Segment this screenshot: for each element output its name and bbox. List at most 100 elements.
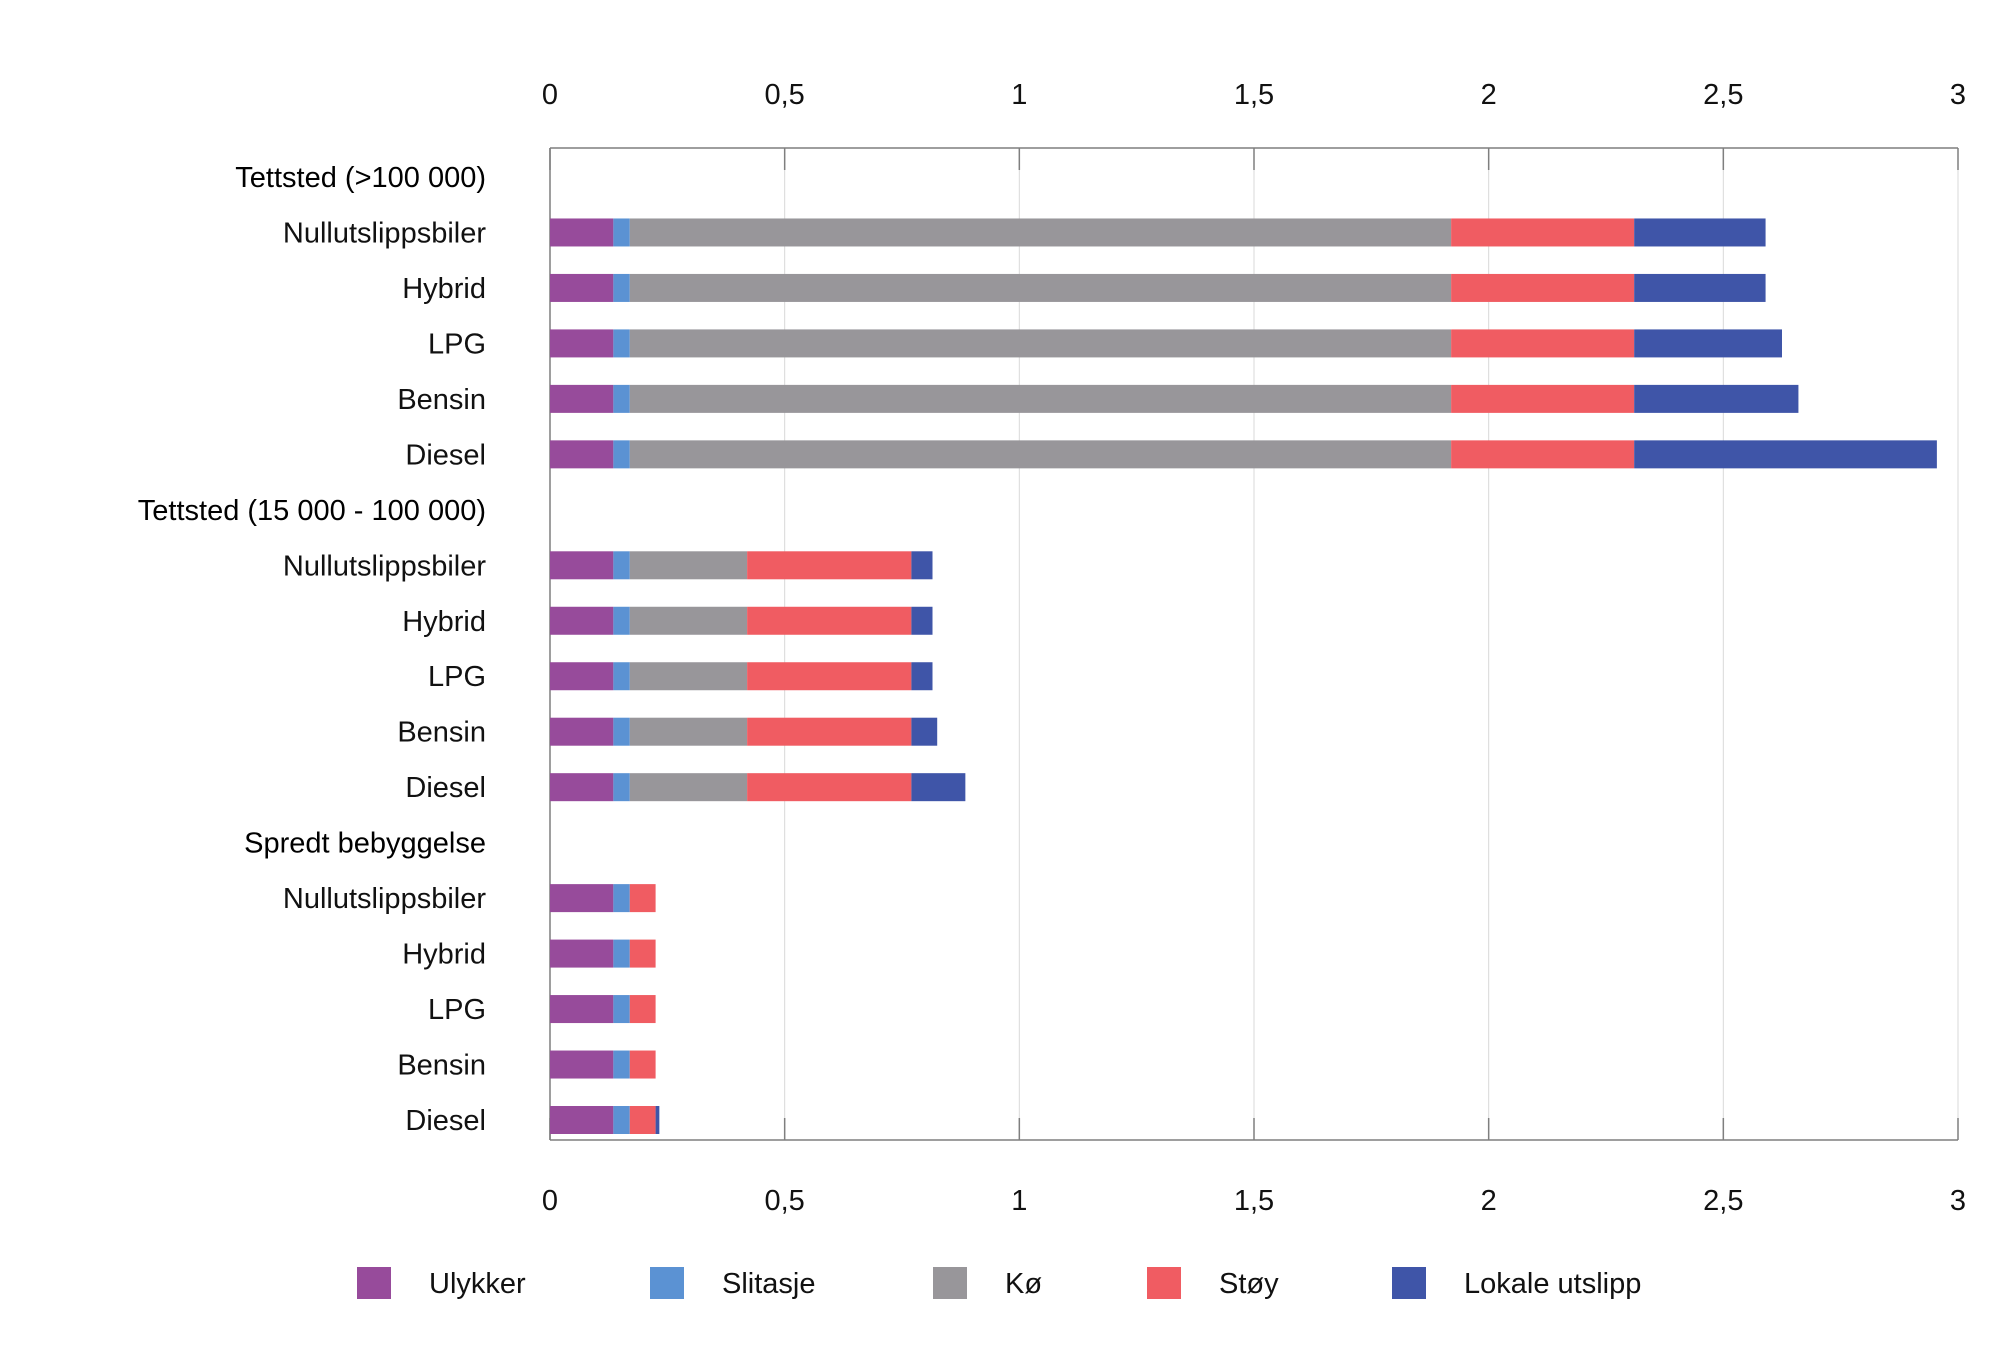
bar-segment-slitasje xyxy=(613,939,630,968)
bar-segment-ulykker xyxy=(550,662,614,691)
bar-segment-st-y xyxy=(1451,273,1635,302)
bar-segment-slitasje xyxy=(613,273,630,302)
bar-segment-st-y xyxy=(629,884,656,913)
x-tick-label-top: 1 xyxy=(1011,79,1027,111)
bar-segment-k- xyxy=(629,662,748,691)
grid-lines xyxy=(784,148,1959,1140)
legend-label: Lokale utslipp xyxy=(1464,1268,1641,1300)
x-axis-top: 0 0,5 1 1,5 2 2,5 3 xyxy=(542,79,1966,111)
x-tick-label-bottom: 3 xyxy=(1950,1185,1966,1217)
bar-segment-st-y xyxy=(1451,218,1635,247)
bar-segment-ulykker xyxy=(550,1106,614,1134)
group-label: Tettsted (15 000 - 100 000) xyxy=(138,495,486,527)
bar-segment-k- xyxy=(629,440,1452,469)
legend-swatch xyxy=(650,1267,684,1299)
category-label: LPG xyxy=(428,328,486,360)
bar-segment-lokale-utslipp xyxy=(1634,440,1937,469)
category-label: Nullutslippsbiler xyxy=(283,883,486,915)
bar-segment-st-y xyxy=(629,1050,656,1079)
bar-segment-ulykker xyxy=(550,329,614,358)
bar-segment-ulykker xyxy=(550,384,614,413)
bar-segment-ulykker xyxy=(550,606,614,635)
category-label: Diesel xyxy=(405,439,486,471)
bar-segment-k- xyxy=(629,551,748,580)
category-labels: Tettsted (>100 000) Nullutslippsbiler Hybr… xyxy=(138,162,487,1137)
group-label: Spredt bebyggelse xyxy=(244,828,486,860)
bar-segment-slitasje xyxy=(613,717,630,746)
category-label: Diesel xyxy=(405,1105,486,1137)
bar-segment-lokale-utslipp xyxy=(1634,273,1766,302)
category-label: Hybrid xyxy=(402,939,486,971)
x-tick-label-top: 2,5 xyxy=(1703,79,1743,111)
category-label: LPG xyxy=(428,661,486,693)
legend-swatch xyxy=(933,1267,967,1299)
bar-segment-lokale-utslipp xyxy=(911,606,933,635)
bar-segment-slitasje xyxy=(613,440,630,469)
bar-segment-k- xyxy=(629,717,748,746)
bar-segment-k- xyxy=(629,606,748,635)
bar-segment-ulykker xyxy=(550,1050,614,1079)
bar-segment-ulykker xyxy=(550,218,614,247)
legend-swatch xyxy=(1147,1267,1181,1299)
legend-label: Slitasje xyxy=(722,1268,816,1300)
bar-segment-st-y xyxy=(1451,440,1635,469)
x-tick-label-bottom: 0 xyxy=(542,1185,558,1217)
x-tick-label-bottom: 1 xyxy=(1011,1185,1027,1217)
category-label: Bensin xyxy=(397,1050,486,1082)
category-label: LPG xyxy=(428,994,486,1026)
bar-segment-slitasje xyxy=(613,662,630,691)
plot-frame xyxy=(549,147,1959,1141)
bar-segment-ulykker xyxy=(550,440,614,469)
bar-segment-st-y xyxy=(747,662,912,691)
bar-segment-slitasje xyxy=(613,1106,630,1134)
category-label: Hybrid xyxy=(402,606,486,638)
bar-segment-st-y xyxy=(747,717,912,746)
bar-segment-lokale-utslipp xyxy=(1634,218,1766,247)
group-label: Tettsted (>100 000) xyxy=(235,162,486,194)
bar-segment-slitasje xyxy=(613,551,630,580)
bar-segment-ulykker xyxy=(550,717,614,746)
x-tick-label-bottom: 0,5 xyxy=(765,1185,805,1217)
category-label: Hybrid xyxy=(402,273,486,305)
bar-segment-slitasje xyxy=(613,773,630,802)
bars xyxy=(550,218,1937,1134)
legend: Ulykker Slitasje Kø Støy Lokale utslipp xyxy=(357,1267,1641,1300)
bar-segment-k- xyxy=(629,384,1452,413)
bar-segment-st-y xyxy=(629,995,656,1024)
bar-segment-slitasje xyxy=(613,1050,630,1079)
bar-segment-ulykker xyxy=(550,995,614,1024)
bar-segment-st-y xyxy=(629,939,656,968)
bar-segment-k- xyxy=(629,329,1452,358)
bar-segment-slitasje xyxy=(613,218,630,247)
x-tick-label-top: 0 xyxy=(542,79,558,111)
x-tick-label-bottom: 1,5 xyxy=(1234,1185,1274,1217)
bar-segment-ulykker xyxy=(550,939,614,968)
bar-segment-lokale-utslipp xyxy=(655,1106,660,1134)
legend-label: Ulykker xyxy=(429,1268,526,1300)
bar-segment-slitasje xyxy=(613,329,630,358)
bar-segment-st-y xyxy=(1451,384,1635,413)
legend-label: Kø xyxy=(1005,1268,1042,1300)
x-tick-label-top: 2 xyxy=(1481,79,1497,111)
bar-segment-st-y xyxy=(747,551,912,580)
bar-segment-ulykker xyxy=(550,273,614,302)
legend-label: Støy xyxy=(1219,1268,1279,1300)
category-label: Nullutslippsbiler xyxy=(283,217,486,249)
bar-segment-ulykker xyxy=(550,551,614,580)
bar-segment-slitasje xyxy=(613,884,630,913)
bar-segment-lokale-utslipp xyxy=(911,551,933,580)
x-tick-label-top: 0,5 xyxy=(765,79,805,111)
category-label: Bensin xyxy=(397,717,486,749)
category-label: Bensin xyxy=(397,384,486,416)
category-label: Nullutslippsbiler xyxy=(283,550,486,582)
x-tick-label-top: 3 xyxy=(1950,79,1966,111)
bar-segment-lokale-utslipp xyxy=(1634,384,1799,413)
bar-segment-st-y xyxy=(1451,329,1635,358)
x-axis-bottom: 0 0,5 1 1,5 2 2,5 3 xyxy=(542,1185,1966,1217)
legend-swatch xyxy=(357,1267,391,1299)
bar-segment-st-y xyxy=(629,1106,656,1134)
bar-segment-ulykker xyxy=(550,884,614,913)
bar-segment-ulykker xyxy=(550,773,614,802)
bar-segment-k- xyxy=(629,773,748,802)
bar-segment-k- xyxy=(629,273,1452,302)
